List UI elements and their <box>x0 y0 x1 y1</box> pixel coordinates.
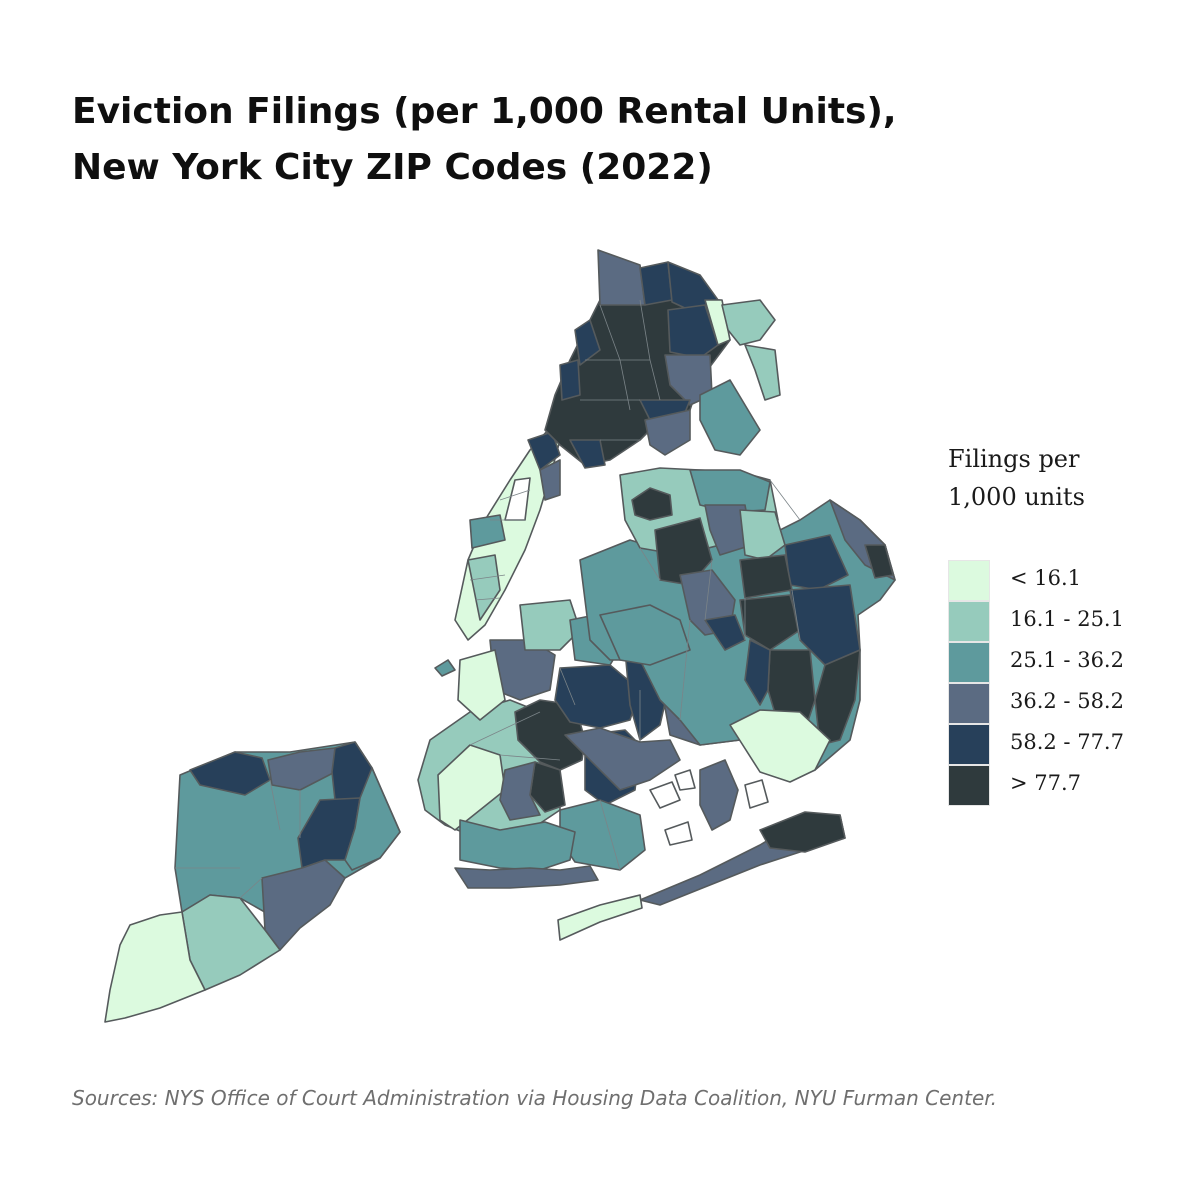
queens <box>564 467 896 791</box>
zip-area <box>729 709 831 783</box>
zip-area <box>557 894 643 941</box>
jamaica-bay-islands <box>649 759 769 846</box>
zip-area <box>721 299 776 346</box>
zip-area <box>597 249 646 306</box>
zip-area <box>644 409 691 456</box>
zip-area <box>559 359 581 401</box>
zip-area <box>689 469 771 513</box>
manhattan <box>454 429 561 641</box>
legend-swatch <box>948 765 990 806</box>
zip-area <box>639 261 673 306</box>
legend-label: < 16.1 <box>1010 566 1082 590</box>
brooklyn <box>417 599 761 889</box>
legend-swatch <box>948 560 990 601</box>
map-title-line-2: New York City ZIP Codes (2022) <box>72 147 713 188</box>
map-title: Eviction Filings (per 1,000 Rental Units… <box>72 84 972 196</box>
zip-area <box>459 819 576 871</box>
zip-area <box>344 767 401 871</box>
legend-label: > 77.7 <box>1010 771 1082 795</box>
bronx <box>544 249 781 469</box>
zip-area <box>104 911 206 1023</box>
staten-island <box>104 741 401 1023</box>
zip-area <box>434 659 456 677</box>
zip-area <box>864 544 894 579</box>
legend-label: 58.2 - 77.7 <box>1010 730 1124 754</box>
legend-title-line-1: Filings per <box>948 445 1080 473</box>
zip-area <box>759 811 846 853</box>
legend-swatch <box>948 642 990 683</box>
zip-area <box>599 604 691 666</box>
legend-swatch <box>948 683 990 724</box>
zip-area <box>527 431 561 471</box>
zip-area <box>699 759 739 831</box>
legend-title: Filings per 1,000 units <box>948 440 1168 516</box>
zip-area <box>744 639 771 706</box>
zip-area <box>574 319 601 366</box>
zip-area <box>667 304 719 359</box>
zip-area <box>739 509 786 561</box>
zip-area <box>554 664 641 729</box>
zip-area <box>454 865 599 889</box>
small-islands <box>434 487 673 677</box>
zip-area <box>569 439 606 469</box>
legend-swatch <box>948 724 990 765</box>
zip-area <box>564 727 681 791</box>
zip-area <box>631 487 673 521</box>
legend-label: 25.1 - 36.2 <box>1010 648 1124 672</box>
legend-title-line-2: 1,000 units <box>948 483 1085 511</box>
zip-area <box>437 744 506 831</box>
legend-label: 16.1 - 25.1 <box>1010 607 1124 631</box>
legend-label: 36.2 - 58.2 <box>1010 689 1124 713</box>
zip-area <box>539 459 561 501</box>
zip-area <box>739 554 793 599</box>
zip-area <box>499 761 541 821</box>
zip-area <box>739 594 801 651</box>
legend: Filings per 1,000 units < 16.1 16.1 - 25… <box>948 440 1168 806</box>
map-title-line-1: Eviction Filings (per 1,000 Rental Units… <box>72 91 897 132</box>
zip-area <box>744 344 781 401</box>
legend-swatch <box>948 601 990 642</box>
zip-area <box>699 379 761 456</box>
zip-area <box>519 599 581 651</box>
source-note: Sources: NYS Office of Court Administrat… <box>72 1086 997 1110</box>
zip-area <box>469 514 506 549</box>
zip-area <box>457 649 506 721</box>
rockaway <box>557 811 846 941</box>
